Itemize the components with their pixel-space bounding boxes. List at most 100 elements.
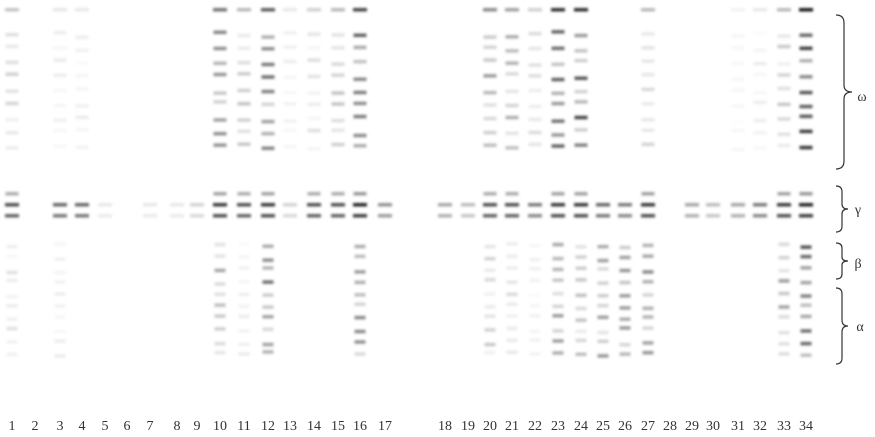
band <box>262 315 274 319</box>
band <box>484 244 496 249</box>
band <box>597 354 609 358</box>
band <box>574 33 588 38</box>
band <box>484 256 496 261</box>
band <box>262 327 274 332</box>
band <box>75 203 89 207</box>
band <box>641 142 655 147</box>
band <box>799 214 813 218</box>
band <box>239 242 250 246</box>
band <box>283 8 297 12</box>
band <box>238 304 250 309</box>
band <box>800 280 812 285</box>
band <box>484 268 496 272</box>
band <box>529 257 541 262</box>
band <box>528 88 542 93</box>
band <box>777 214 791 218</box>
band <box>75 35 89 40</box>
band <box>213 214 227 218</box>
band <box>596 203 610 207</box>
band <box>778 279 790 283</box>
band <box>528 74 542 78</box>
band <box>6 317 18 321</box>
band <box>75 115 89 120</box>
band <box>284 129 297 133</box>
band <box>353 90 367 95</box>
band <box>484 305 496 309</box>
band <box>551 8 565 12</box>
band <box>506 266 518 270</box>
band <box>642 293 654 297</box>
band <box>237 33 251 38</box>
band <box>262 350 274 354</box>
band <box>190 203 204 207</box>
lane-label: 15 <box>331 419 345 434</box>
band <box>642 254 654 258</box>
band <box>354 352 366 356</box>
band <box>262 244 274 249</box>
band <box>262 280 274 284</box>
lane-label: 29 <box>685 419 699 434</box>
band <box>353 203 367 207</box>
band <box>799 129 813 134</box>
band <box>98 203 112 207</box>
band <box>483 116 497 121</box>
band <box>732 129 745 133</box>
band <box>551 77 565 82</box>
band <box>54 145 67 149</box>
band <box>354 254 366 259</box>
band <box>213 72 227 77</box>
band <box>5 214 19 218</box>
band <box>331 102 345 106</box>
bracket <box>835 14 853 170</box>
band <box>483 103 497 107</box>
band <box>528 203 542 207</box>
lane-label: 9 <box>194 419 201 434</box>
band <box>753 61 767 66</box>
band <box>307 147 321 151</box>
band <box>799 104 813 109</box>
band <box>552 314 564 318</box>
band <box>800 294 812 298</box>
band <box>5 32 19 37</box>
band <box>237 88 251 93</box>
band <box>754 73 767 77</box>
band <box>530 244 541 248</box>
band <box>261 203 275 207</box>
band <box>54 129 67 133</box>
band <box>528 142 542 147</box>
band <box>799 203 813 207</box>
band <box>307 58 321 62</box>
band <box>505 72 519 76</box>
band <box>238 314 250 319</box>
band <box>777 34 791 38</box>
band <box>642 315 654 319</box>
band <box>353 8 367 12</box>
band <box>642 341 654 345</box>
band <box>506 338 518 343</box>
band <box>505 49 519 53</box>
band <box>732 77 745 81</box>
band <box>505 89 519 94</box>
band <box>54 270 66 275</box>
band <box>753 214 767 218</box>
band <box>506 326 518 331</box>
band <box>483 74 497 78</box>
bracket-label: α <box>856 320 864 335</box>
band <box>575 318 587 322</box>
band <box>307 8 321 12</box>
band <box>641 72 655 77</box>
band <box>731 8 745 12</box>
band <box>5 8 19 12</box>
band <box>619 268 631 273</box>
band <box>214 292 226 296</box>
band <box>575 338 587 343</box>
band <box>214 303 226 307</box>
band <box>331 91 345 95</box>
band <box>283 59 297 64</box>
band <box>619 352 631 356</box>
band <box>483 143 497 147</box>
band <box>353 133 367 138</box>
band <box>641 8 655 12</box>
band <box>777 203 791 207</box>
